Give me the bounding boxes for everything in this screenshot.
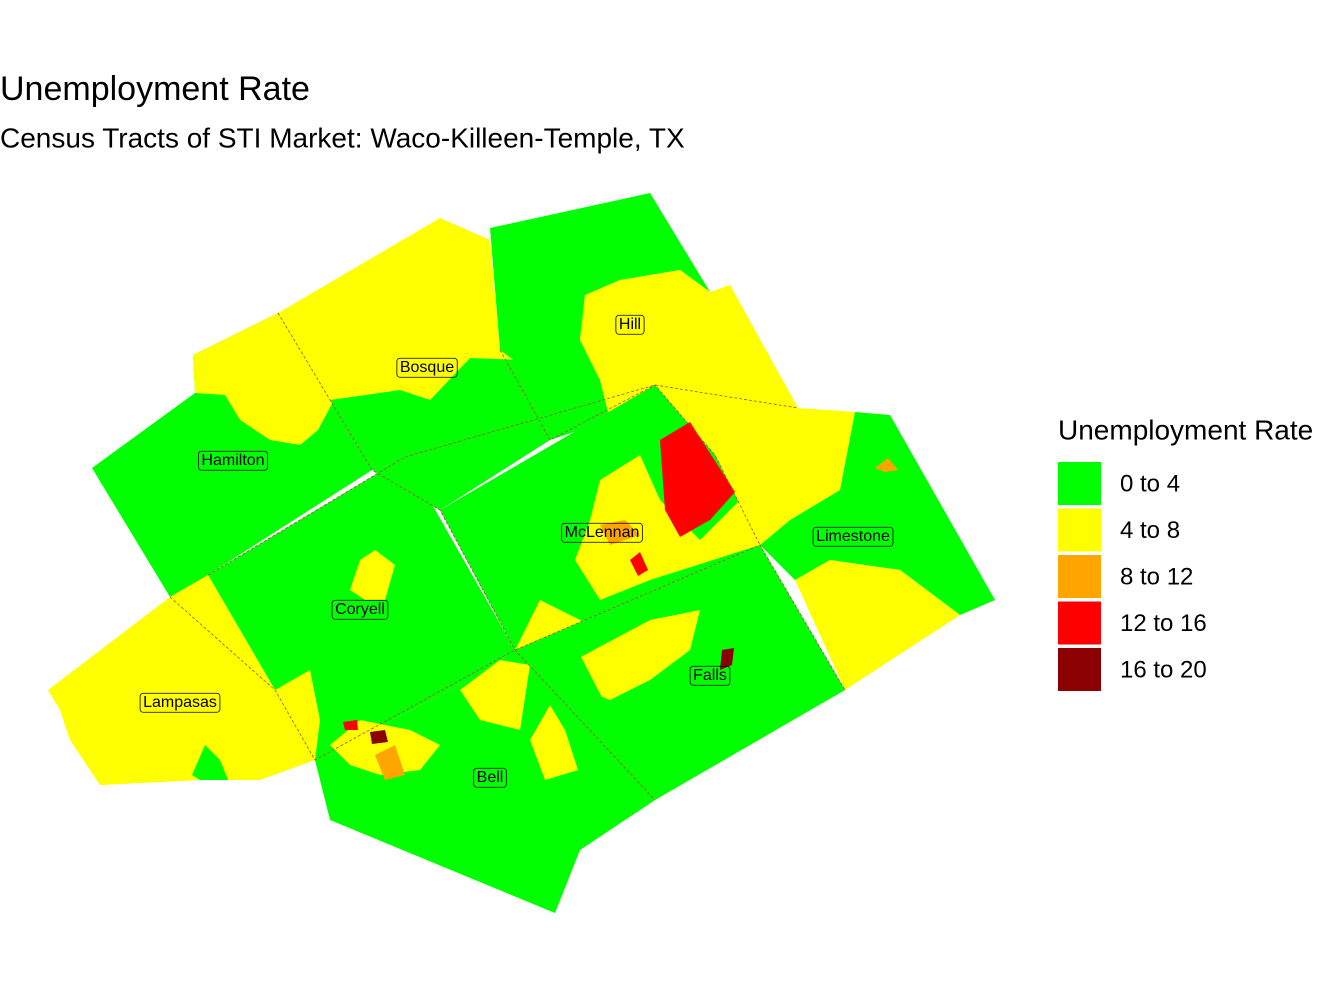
county-label-box [812,526,894,547]
county-label: Falls [693,667,727,684]
tract-area [48,575,315,785]
legend-swatch [1058,508,1101,552]
legend-label: 4 to 8 [1120,517,1180,544]
tract-area [875,458,898,472]
county-label: Hill [619,316,641,333]
legend-swatch [1058,601,1101,645]
county-label-box [396,357,458,378]
tract-area [375,745,405,780]
county-label: McLennan [565,524,640,541]
county-borders [169,312,846,801]
county-label-box [473,767,507,788]
tract-area [580,270,798,455]
legend-label: 16 to 20 [1120,656,1207,683]
legend-swatch [1058,462,1101,505]
tract-area [343,720,358,730]
tract-area [208,457,515,760]
tract-area [370,730,388,744]
tract-area [330,720,440,775]
county-label: Bosque [400,359,454,376]
tract-area [795,560,960,690]
legend: 0 to 4 4 to 8 8 to 12 12 to 16 16 to 20 [1058,462,1207,691]
tract-area [350,550,395,600]
legend-label: 12 to 16 [1120,610,1207,637]
legend-label: 0 to 4 [1120,470,1180,497]
county-label-box [561,522,643,543]
county-label: Limestone [816,528,890,545]
county-border [277,312,656,801]
county-label: Hamilton [201,452,264,469]
tract-area [575,455,760,600]
county-border [207,384,799,576]
tract-areas [48,193,995,913]
tract-area [192,745,228,780]
county-label-box [689,665,731,686]
tract-area [460,660,530,730]
tract-area [720,648,734,670]
tract-area [760,412,995,615]
county-label-box [198,450,268,471]
tract-area [630,552,648,576]
county-labels: Hill Bosque Hamilton McLennan Limestone Corye… [139,314,894,788]
county-label: Bell [477,769,504,786]
legend-swatch [1058,555,1101,598]
county-label: Lampasas [143,694,217,711]
county-label: Coryell [335,601,385,618]
legend-label: 8 to 12 [1120,563,1193,590]
tract-area [715,408,855,545]
tract-area [575,610,700,700]
legend-title: Unemployment Rate [1058,414,1313,445]
tract-area [660,422,735,537]
tract-area [490,193,710,440]
tract-area [315,650,655,913]
tract-area [530,705,578,780]
legend-swatch [1058,648,1101,691]
tract-area [600,520,640,545]
county-border [499,349,761,546]
subtitle: Census Tracts of STI Market: Waco-Killee… [0,122,685,153]
county-border [169,544,846,761]
county-label-box [331,599,389,620]
title: Unemployment Rate [0,70,310,108]
county-label-box [139,692,221,713]
tract-area [275,670,320,760]
county-label-box [615,314,645,335]
tract-area [278,218,565,400]
